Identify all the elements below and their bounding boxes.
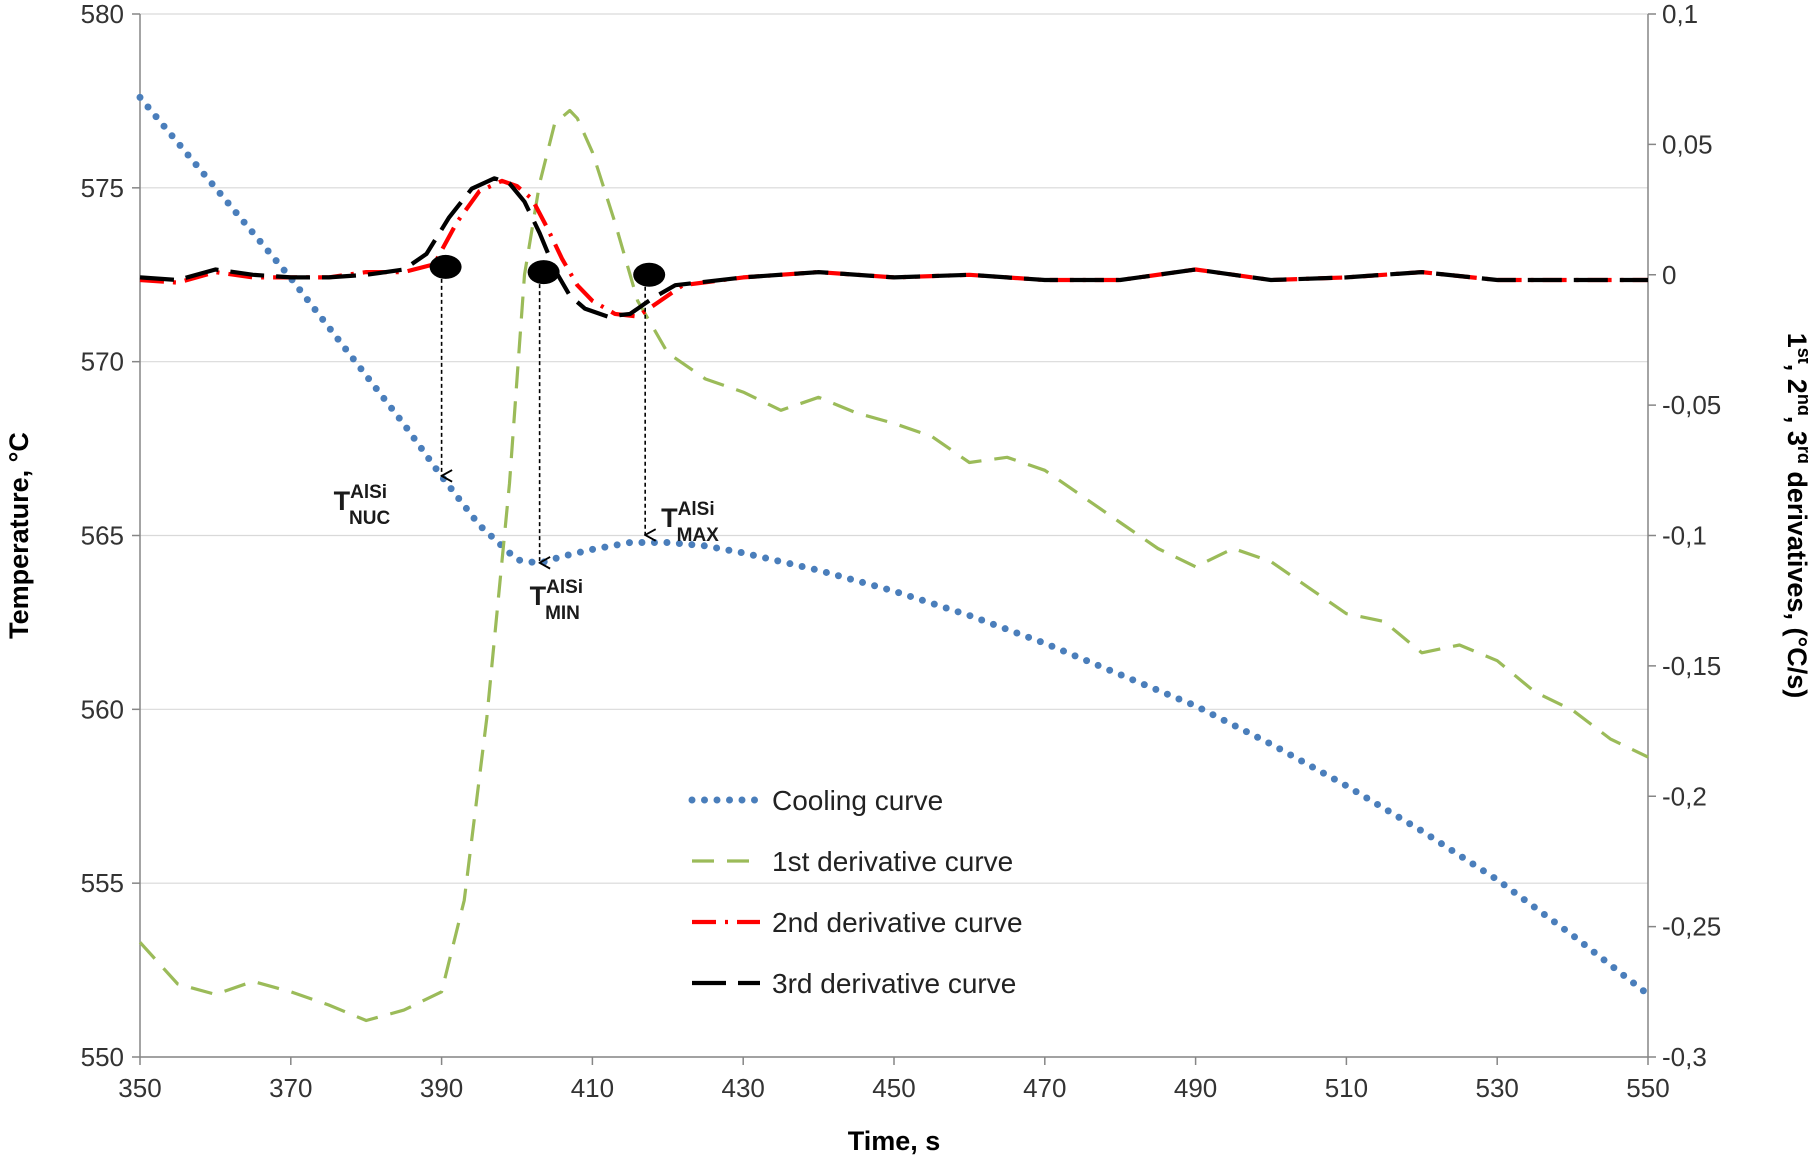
annotation-main-letter: T <box>661 503 678 533</box>
annotation-superscript: AlSi <box>546 577 583 598</box>
annotation-subscript: MIN <box>545 603 580 624</box>
right-axis-title-part: , 3 <box>1782 416 1808 446</box>
x-tick-label: 470 <box>1023 1073 1066 1103</box>
annotation-main-letter: T <box>334 486 351 516</box>
right-tick-label: 0,05 <box>1662 129 1713 159</box>
right-axis-title-part: 1 <box>1782 333 1808 348</box>
right-tick-label: 0,1 <box>1662 0 1698 29</box>
left-tick-label: 565 <box>81 521 124 551</box>
left-tick-label: 560 <box>81 694 124 724</box>
annotation-superscript: AlSi <box>678 499 715 520</box>
legend-layer: Cooling curve 1st derivative curve 2nd der… <box>688 785 1023 999</box>
right-tick-label: -0,15 <box>1662 651 1721 681</box>
grid-layer <box>140 13 1648 1058</box>
series-line-2 <box>138 108 1649 1023</box>
right-axis-title-superscript: st <box>1794 348 1808 364</box>
right-tick-label: -0,25 <box>1662 912 1721 942</box>
x-tick-label: 550 <box>1626 1073 1669 1103</box>
left-tick-label: 575 <box>81 173 124 203</box>
x-tick-label: 490 <box>1174 1073 1217 1103</box>
legend-label-4: 3rd derivative curve <box>772 968 1016 999</box>
series-line-4 <box>139 176 1648 319</box>
right-tick-label: -0,3 <box>1662 1042 1707 1072</box>
series-line-1 <box>136 93 1652 998</box>
legend-label-2: 1st derivative curve <box>772 846 1013 877</box>
right-axis-title-part: , 2 <box>1782 364 1808 394</box>
x-tick-label: 350 <box>118 1073 161 1103</box>
series-layer <box>136 93 1652 1023</box>
right-axis-title-superscript: rd <box>1794 446 1808 464</box>
series-line-3 <box>139 178 1648 319</box>
right-axis-title: 1st, 2nd, 3rd derivatives, (°C/s) <box>1782 333 1808 699</box>
right-axis-title-superscript: nd <box>1794 394 1808 416</box>
left-tick-label: 570 <box>81 347 124 377</box>
annotation-main-letter: T <box>530 581 547 611</box>
marker-point-2 <box>527 260 560 285</box>
left-tick-label: 555 <box>81 868 124 898</box>
annotation-label-min: TAlSi MIN <box>530 577 583 624</box>
left-tick-label: 580 <box>81 0 124 29</box>
x-tick-label: 370 <box>269 1073 312 1103</box>
right-tick-label: -0,1 <box>1662 521 1707 551</box>
annotation-subscript: MAX <box>677 525 720 546</box>
x-axis-title: Time, s <box>848 1126 941 1156</box>
marker-point-1 <box>429 254 462 279</box>
annotation-superscript: AlSi <box>350 482 387 503</box>
right-tick-label: -0,2 <box>1662 781 1707 811</box>
annotation-label-max: TAlSi MAX <box>661 499 719 546</box>
legend-label-3: 2nd derivative curve <box>772 907 1023 938</box>
axes-layer: 550 555 560 565 570 575 580 -0,3 -0,25 -0,2 -0,15 -… <box>4 0 1808 1156</box>
x-tick-label: 530 <box>1476 1073 1519 1103</box>
marker-point-3 <box>633 262 666 287</box>
right-tick-label: 0 <box>1662 260 1676 290</box>
x-tick-label: 450 <box>872 1073 915 1103</box>
legend-label-1: Cooling curve <box>772 785 943 816</box>
x-tick-label: 430 <box>722 1073 765 1103</box>
annotation-label-nuc: TAlSi NUC <box>334 482 391 529</box>
annotation-subscript: NUC <box>349 508 390 529</box>
x-tick-label: 510 <box>1325 1073 1368 1103</box>
right-tick-label: -0,05 <box>1662 390 1721 420</box>
x-tick-label: 390 <box>420 1073 463 1103</box>
left-axis-title: Temperature, °C <box>4 432 34 639</box>
x-tick-label: 410 <box>571 1073 614 1103</box>
right-axis-title-part: derivatives, (°C/s) <box>1782 464 1808 698</box>
left-tick-label: 550 <box>81 1042 124 1072</box>
